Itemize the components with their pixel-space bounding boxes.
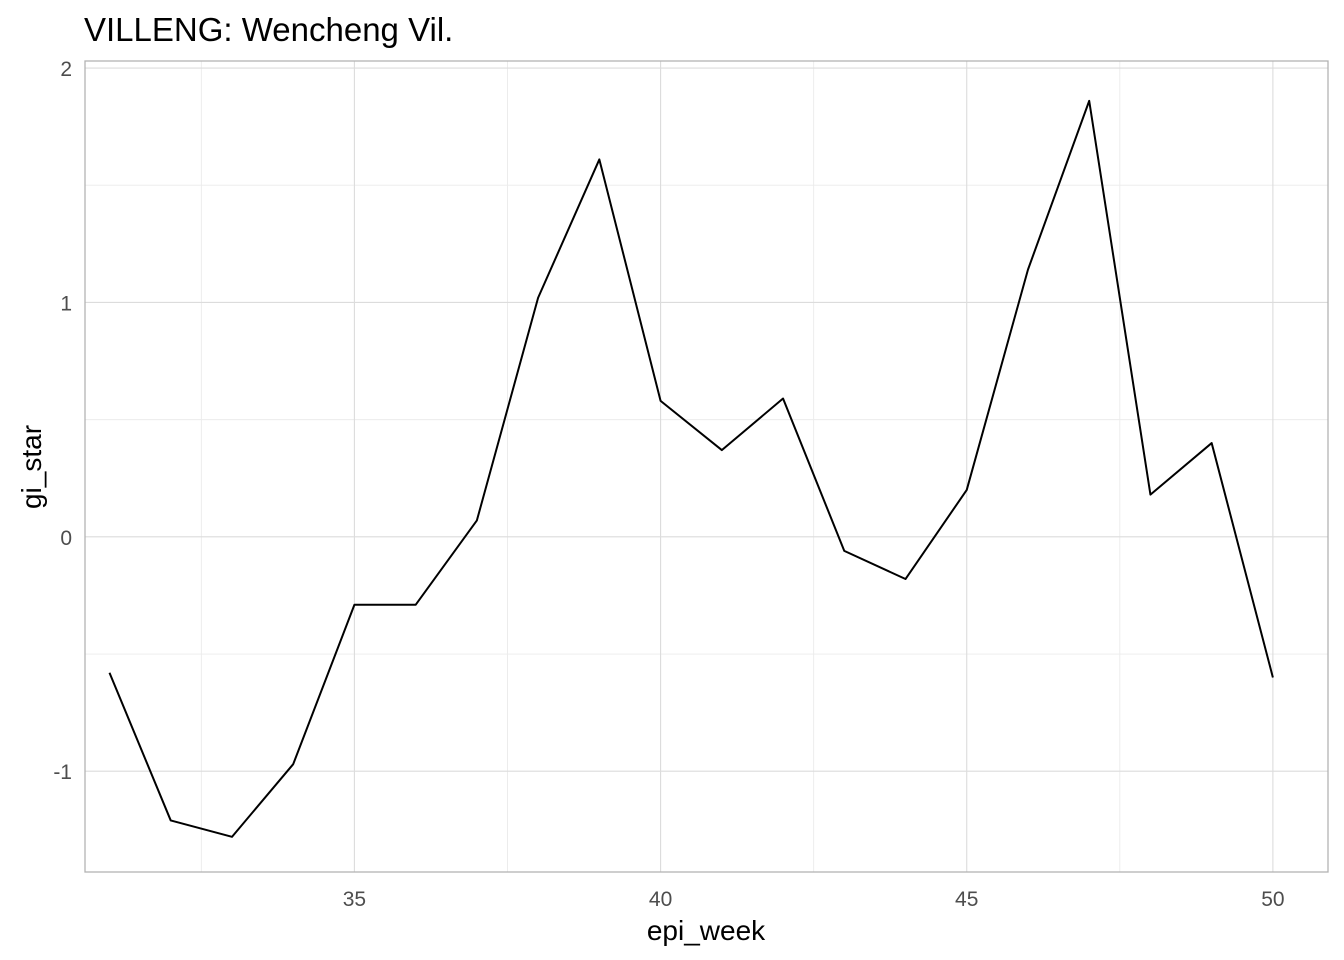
y-axis-tick-labels: -1 0 1 2 [53,58,72,784]
y-tick-label: 1 [60,292,72,315]
x-axis-title: epi_week [647,915,766,946]
plot-panel-border [84,60,1329,873]
gi-star-series-line [108,99,1274,838]
x-tick-label: 35 [343,888,366,911]
y-tick-label: 2 [60,58,72,81]
y-tick-label: 0 [60,527,72,550]
x-tick-label: 45 [955,888,978,911]
minor-gridlines [85,61,1328,872]
x-axis-tick-labels: 35 40 45 50 [343,888,1285,911]
y-tick-label: -1 [53,761,72,784]
y-axis-title: gi_star [16,425,47,509]
x-tick-label: 40 [649,888,672,911]
chart-title: VILLENG: Wencheng Vil. [84,11,453,48]
x-tick-label: 50 [1261,888,1284,911]
major-gridlines [85,61,1328,872]
